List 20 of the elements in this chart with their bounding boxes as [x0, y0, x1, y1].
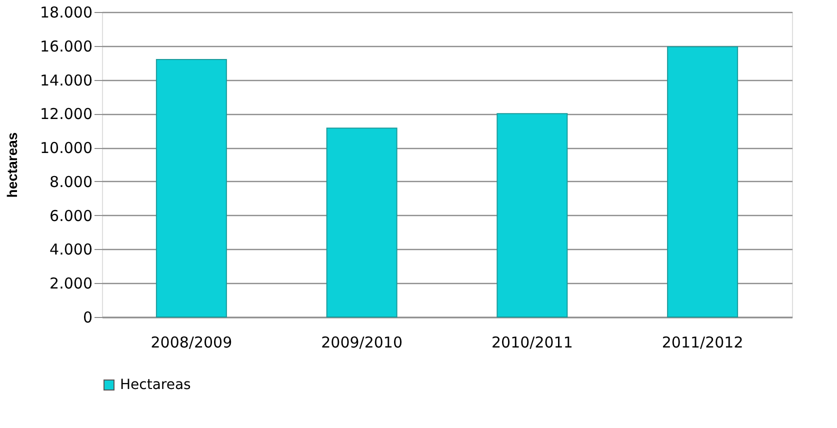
- bar: [496, 113, 568, 318]
- y-tick-label: 2.000: [50, 274, 92, 293]
- y-tick-label: 4.000: [50, 240, 92, 259]
- y-tick-label: 16.000: [40, 37, 92, 56]
- x-tick-label: 2011/2012: [662, 334, 744, 352]
- y-tick-label: 14.000: [40, 71, 92, 90]
- x-tick-label: 2009/2010: [321, 334, 403, 352]
- legend-label: Hectareas: [120, 377, 191, 393]
- x-tick-label: 2010/2011: [491, 334, 573, 352]
- y-tick-label: 6.000: [50, 206, 92, 225]
- bar: [156, 58, 227, 318]
- y-tick-label: 18.000: [40, 4, 92, 22]
- y-tick-label: 10.000: [40, 139, 92, 158]
- y-tick-label: 0: [82, 308, 92, 326]
- x-tick-label: 2008/2009: [150, 334, 232, 352]
- bar: [667, 46, 738, 318]
- y-tick-label: 12.000: [40, 105, 92, 124]
- y-axis-title: hectareas: [4, 132, 20, 198]
- y-tick-label: 8.000: [50, 172, 92, 191]
- bar: [326, 128, 398, 318]
